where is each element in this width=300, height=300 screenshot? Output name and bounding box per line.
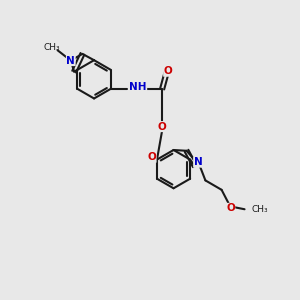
Text: O: O	[158, 122, 167, 132]
Text: CH₃: CH₃	[44, 43, 61, 52]
Text: NH: NH	[129, 82, 147, 92]
Text: CH₃: CH₃	[251, 205, 268, 214]
Text: O: O	[147, 152, 156, 162]
Text: O: O	[164, 66, 172, 76]
Text: N: N	[194, 157, 203, 167]
Text: O: O	[226, 203, 235, 213]
Text: N: N	[66, 56, 75, 66]
